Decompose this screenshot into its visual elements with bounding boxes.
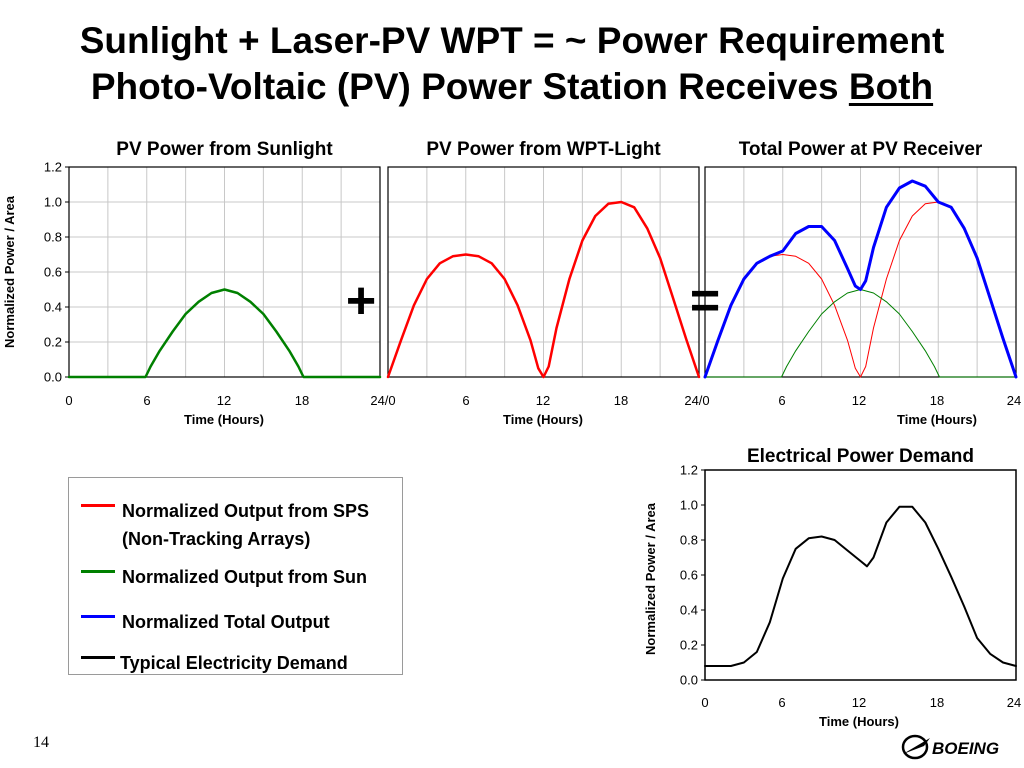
title-emphasis: Both	[848, 66, 934, 107]
y-tick-label: 0.6	[44, 265, 62, 280]
legend-label: Normalized Output from SPS	[122, 501, 370, 521]
x-axis-label: Time (Hours)	[184, 412, 264, 427]
x-tick-label: 24/0	[684, 393, 709, 408]
legend-box: Normalized Output from SPS (Non-Tracking …	[68, 477, 403, 675]
x-tick-label: 24/0	[370, 393, 395, 408]
y-tick-label: 1.2	[680, 463, 698, 478]
x-axis-label: Time (Hours)	[503, 412, 583, 427]
title-line-2-prefix: Photo-Voltaic (PV) Power Station Receive…	[90, 66, 849, 107]
y-tick-label: 0.2	[44, 335, 62, 350]
legend-label: Normalized Total Output	[122, 612, 330, 632]
x-tick-label: 0	[65, 393, 72, 408]
page-number: 14	[33, 734, 49, 751]
slide-title-line-2: Photo-Voltaic (PV) Power Station Receive…	[0, 64, 1024, 110]
y-axis-label: Normalized Power / Area	[2, 195, 17, 348]
legend-label: (Non-Tracking Arrays)	[122, 529, 311, 549]
x-tick-label: 12	[217, 393, 231, 408]
y-tick-label: 0.8	[44, 230, 62, 245]
x-tick-label: 0	[701, 695, 708, 710]
y-axis-label: Normalized Power / Area	[643, 502, 658, 655]
series-line	[386, 200, 701, 379]
y-tick-label: 0.0	[44, 370, 62, 385]
plot-frame	[704, 469, 1017, 681]
x-tick-label: 12	[852, 393, 866, 408]
plus-sign: +	[346, 272, 376, 330]
y-tick-label: 0.4	[44, 300, 62, 315]
y-tick-label: 0.8	[680, 533, 698, 548]
legend-label: Normalized Output from Sun	[122, 567, 367, 587]
equals-sign: =	[690, 272, 720, 330]
y-tick-label: 1.0	[680, 498, 698, 513]
boeing-logo-text: BOEING	[932, 739, 999, 758]
x-tick-label: 18	[930, 695, 944, 710]
x-tick-label: 24	[1007, 695, 1021, 710]
y-tick-label: 0.6	[680, 568, 698, 583]
chart-title: PV Power from WPT-Light	[426, 139, 661, 160]
y-tick-label: 1.0	[44, 195, 62, 210]
x-tick-label: 12	[852, 695, 866, 710]
series-line	[704, 505, 1017, 667]
x-tick-label: 6	[778, 393, 785, 408]
series-line	[703, 179, 1018, 379]
x-tick-label: 24	[1007, 393, 1021, 408]
x-tick-label: 6	[778, 695, 785, 710]
legend-label: Typical Electricity Demand	[120, 653, 348, 673]
y-tick-label: 0.0	[680, 673, 698, 688]
x-tick-label: 6	[462, 393, 469, 408]
x-axis-label: Time (Hours)	[819, 714, 899, 729]
y-tick-label: 0.4	[680, 603, 698, 618]
legend-swatch	[81, 615, 115, 618]
boeing-logo-icon: BOEING	[901, 734, 999, 760]
legend-swatch	[81, 504, 115, 507]
legend-swatch	[81, 570, 115, 573]
chart-title: Electrical Power Demand	[747, 446, 974, 467]
x-tick-label: 18	[614, 393, 628, 408]
y-tick-label: 0.2	[680, 638, 698, 653]
y-tick-label: 1.2	[44, 160, 62, 175]
x-tick-label: 18	[295, 393, 309, 408]
chart-title: PV Power from Sunlight	[116, 139, 333, 160]
chart-title: Total Power at PV Receiver	[739, 139, 983, 160]
x-axis-label: Time (Hours)	[897, 412, 977, 427]
x-tick-label: 6	[143, 393, 150, 408]
slide-title-line-1: Sunlight + Laser-PV WPT = ~ Power Requir…	[79, 20, 945, 61]
x-tick-label: 18	[930, 393, 944, 408]
series-line	[67, 288, 382, 379]
x-tick-label: 12	[536, 393, 550, 408]
legend-swatch	[81, 656, 115, 659]
